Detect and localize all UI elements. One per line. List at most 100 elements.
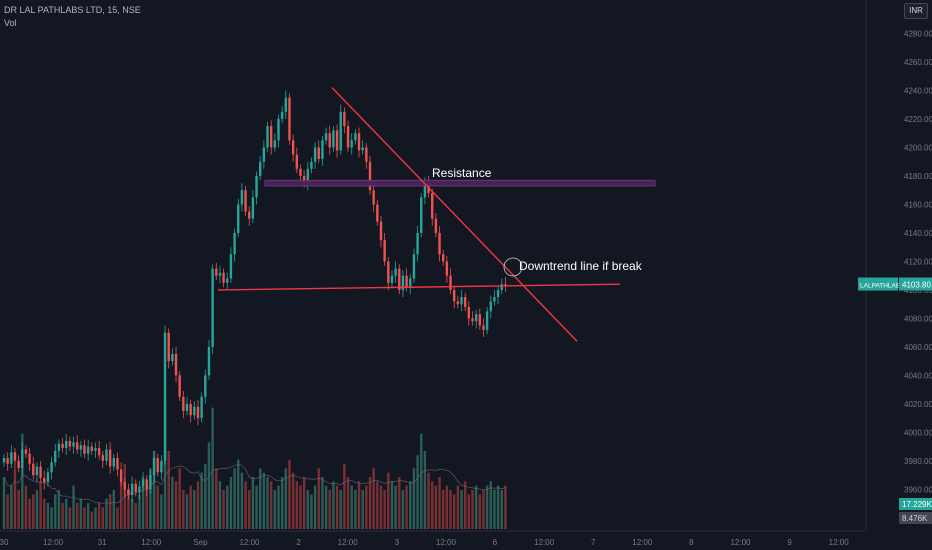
volume-bar [90,511,94,529]
volume-bar [324,485,328,529]
candle-body [291,140,295,155]
candle-body [471,318,474,322]
candle-body [24,449,28,454]
candle-body [163,332,167,461]
candle-body [463,297,467,308]
candle-body [482,325,485,330]
candle-body [273,140,277,148]
candle-body [328,133,331,148]
volume-bar [401,490,405,529]
candle-body [442,254,445,262]
volume-bar [482,490,485,529]
candle-body [496,289,500,298]
candle-body [182,396,185,412]
volume-bar [368,477,372,529]
candle-body [394,268,397,276]
volume-bar [178,468,181,529]
candle-body [119,469,123,483]
volume-bar [365,485,368,529]
time-tick-label: 30 [0,538,9,547]
candle-body [438,232,441,255]
volume-bar [94,507,97,529]
volume-bar [101,507,105,529]
candle-body [299,168,302,176]
price-tick-label: 4000.00 [904,428,932,437]
time-tick-label: 12:00 [43,538,64,547]
volume-average-line [3,463,506,504]
volume-bar [105,498,108,529]
price-tick-label: 3960.00 [904,485,932,494]
volume-bar [317,468,320,529]
price-tick-label: 4220.00 [904,115,932,124]
volume-bar [149,468,152,529]
candle-body [379,221,383,241]
candle-body [167,332,170,362]
time-tick-label: 2 [296,538,301,547]
candle-body [171,354,174,362]
support-line[interactable] [217,283,621,291]
candle-body [350,140,353,148]
volume-badge-current-label: 17.229K [902,500,932,509]
candle-body [357,133,361,151]
candle-body [401,275,405,290]
time-tick-label: 31 [98,538,107,547]
price-tick-label: 3980.00 [904,457,932,466]
candle-body [138,486,141,493]
volume-bar [226,485,229,529]
candle-body [493,297,496,302]
currency-badge[interactable]: INR [904,3,928,19]
candle-body [229,254,233,279]
resistance-zone[interactable] [264,179,656,187]
time-tick-label: 6 [493,538,498,547]
candle-body [284,97,288,112]
candle-body [211,268,214,347]
candle-body [65,440,68,449]
volume-bar [248,490,251,529]
volume-bar [97,503,101,529]
symbol-badge[interactable] [858,277,898,291]
candle-body [251,197,255,219]
volume-bar [394,485,397,529]
candle-body [200,396,203,419]
candle-body [372,190,375,205]
volume-bar [291,472,295,529]
last-price-value: 4103.80 [902,281,931,290]
volume-bar [72,485,75,529]
candle-body [32,463,35,476]
volume-bar [357,481,361,529]
candle-body [68,440,72,447]
candle-body [185,403,189,412]
candle-body [288,97,291,141]
time-tick-label: 8 [689,538,694,547]
volume-bar [339,490,342,529]
volume-bar [251,477,255,529]
last-price-badge[interactable] [899,277,932,291]
candle-body [262,147,266,162]
volume-bar [302,477,306,529]
candle-body [376,204,379,222]
volume-bar [233,468,236,529]
candle-body [226,278,229,283]
volume-bar [306,490,309,529]
volume-bar [372,468,375,529]
volume-bar [167,451,170,529]
volume-bar [485,485,489,529]
volume-bar [361,490,364,529]
volume-bar [288,459,291,529]
candle-body [244,190,247,212]
volume-bar [141,477,145,529]
downtrend-line[interactable] [331,87,578,342]
volume-bar [156,485,159,529]
candle-body [434,218,438,233]
candle-body [43,477,46,483]
candle-body [83,445,86,454]
candle-body [390,275,394,283]
candle-body [277,118,280,141]
volume-bar [211,407,214,529]
candle-body [343,111,346,127]
volume-bar [193,490,196,529]
volume-bar [343,464,346,529]
price-tick-label: 4080.00 [904,314,932,323]
candle-body [72,442,75,447]
